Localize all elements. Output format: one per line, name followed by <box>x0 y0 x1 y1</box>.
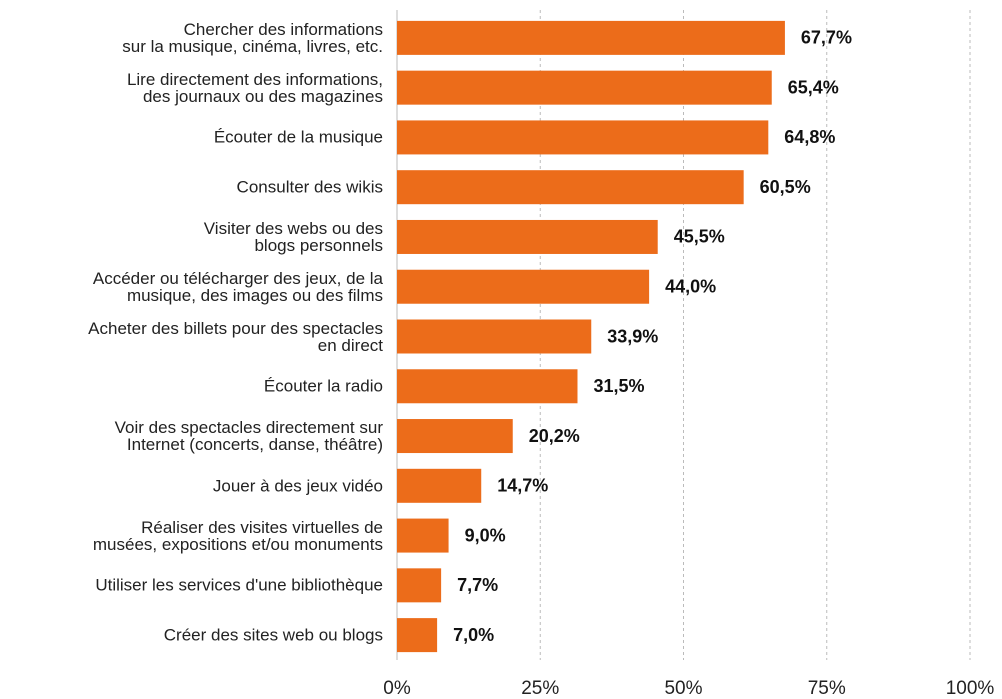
value-label: 67,7% <box>801 28 852 48</box>
category-label: Accéder ou télécharger des jeux, de la m… <box>92 268 383 305</box>
category-label: Visiter des webs ou des blogs personnels <box>203 218 383 255</box>
bar <box>397 568 442 603</box>
value-label: 60,5% <box>760 177 811 197</box>
bar <box>397 369 578 404</box>
x-tick-label: 25% <box>521 678 559 699</box>
category-label: Utiliser les services d'une bibliothèque <box>95 575 383 595</box>
category-label: Réaliser des visites virtuelles de musée… <box>92 517 383 554</box>
bar <box>397 518 449 553</box>
category-label: Créer des sites web ou blogs <box>163 625 383 645</box>
value-label: 14,7% <box>497 476 548 496</box>
category-label: Acheter des billets pour des spectacles … <box>88 318 383 355</box>
value-label: 65,4% <box>788 77 839 97</box>
x-tick-label: 50% <box>664 678 702 699</box>
bar <box>397 269 650 304</box>
value-label: 20,2% <box>529 426 580 446</box>
value-label: 44,0% <box>665 276 716 296</box>
category-label: Consulter des wikis <box>236 177 383 197</box>
value-label: 7,7% <box>457 575 498 595</box>
value-label: 7,0% <box>453 625 494 645</box>
value-label: 64,8% <box>784 127 835 147</box>
bar <box>397 70 772 105</box>
category-label: Voir des spectacles directement sur Inte… <box>114 418 383 455</box>
category-label: Jouer à des jeux vidéo <box>212 476 383 496</box>
category-label: Écouter de la musique <box>213 127 383 147</box>
bar <box>397 20 785 55</box>
value-label: 33,9% <box>607 326 658 346</box>
category-label: Lire directement des informations, des j… <box>126 69 383 106</box>
bar <box>397 170 744 205</box>
bar <box>397 120 769 155</box>
category-label: Écouter la radio <box>263 376 383 396</box>
x-tick-label: 75% <box>808 678 846 699</box>
bar <box>397 618 438 653</box>
x-tick-label: 100% <box>946 678 995 699</box>
category-label: Chercher des informations sur la musique… <box>122 19 383 56</box>
bar <box>397 419 513 454</box>
value-label: 31,5% <box>593 376 644 396</box>
bar <box>397 219 658 254</box>
bar <box>397 468 482 503</box>
bar <box>397 319 592 354</box>
value-label: 45,5% <box>674 227 725 247</box>
x-tick-label: 0% <box>383 678 411 699</box>
value-label: 9,0% <box>465 525 506 545</box>
